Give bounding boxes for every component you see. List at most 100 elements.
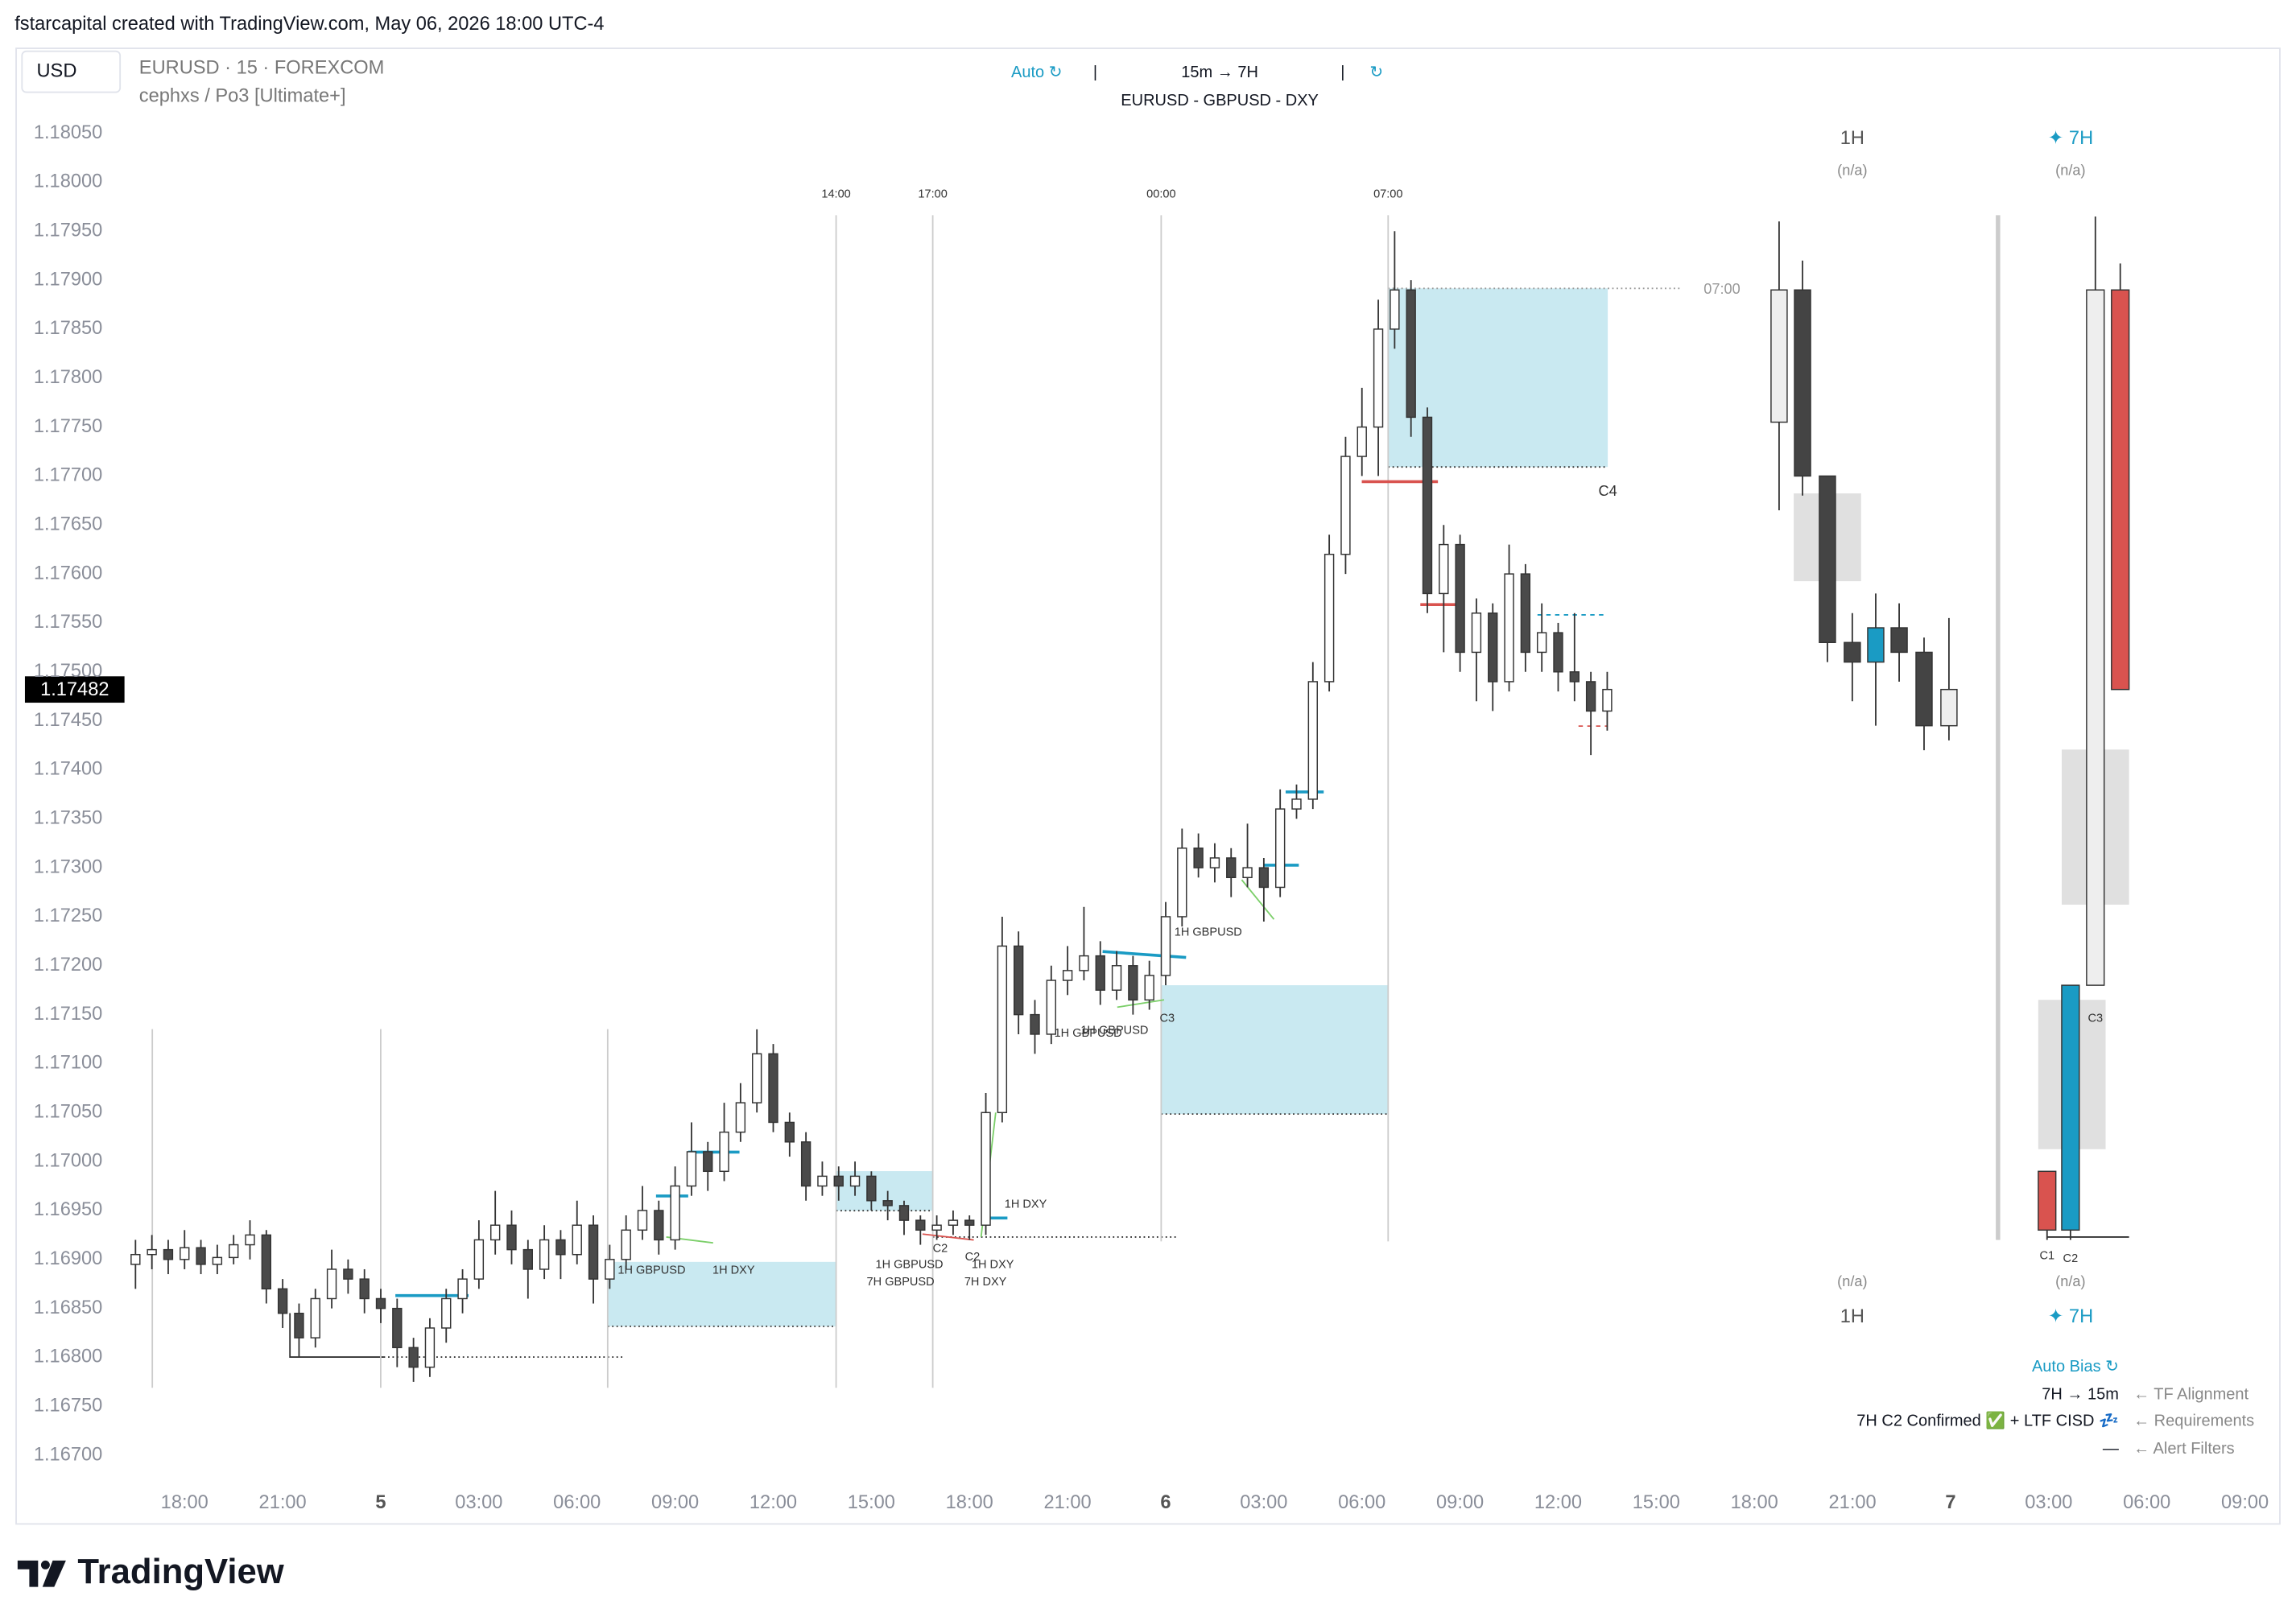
x-tick-label: 12:00 xyxy=(1534,1492,1582,1513)
y-tick-label: 1.17700 xyxy=(34,465,102,486)
candle-body xyxy=(408,1347,419,1368)
alignment: 7H → 15m xyxy=(2042,1386,2119,1404)
candle-body xyxy=(1770,289,1788,423)
candle-body xyxy=(719,1131,729,1173)
currency-box[interactable] xyxy=(21,50,122,93)
candle-body xyxy=(800,1141,811,1187)
candle-body xyxy=(2038,1170,2057,1231)
annotation: 7H DXY xyxy=(964,1276,1007,1289)
x-tick-label: 03:00 xyxy=(2025,1492,2072,1513)
sweep-line xyxy=(1117,999,1165,1008)
candle-body xyxy=(375,1297,386,1310)
separator: | xyxy=(1093,64,1097,81)
x-tick-label: 5 xyxy=(375,1492,386,1513)
candle-body xyxy=(1890,627,1908,654)
level xyxy=(922,1233,974,1241)
zone xyxy=(607,1261,836,1326)
candle-body xyxy=(1504,573,1514,683)
logo-shape xyxy=(42,1560,66,1587)
candle-body xyxy=(1030,1013,1040,1035)
x-tick-label: 09:00 xyxy=(2221,1492,2269,1513)
candle-body xyxy=(572,1224,582,1256)
logo[interactable]: TradingView xyxy=(77,1552,284,1591)
panel-title: ✦ 7H xyxy=(2048,1306,2094,1327)
x-tick-label: 18:00 xyxy=(161,1492,209,1513)
y-tick-label: 1.17100 xyxy=(34,1053,102,1074)
y-tick-label: 1.16800 xyxy=(34,1347,102,1367)
panel-status: (n/a) xyxy=(1837,1273,1867,1289)
annotation: 1H GBPUSD xyxy=(1175,926,1242,938)
symbol[interactable]: EURUSD · 15 · FOREXCOM xyxy=(139,58,385,79)
candle-body xyxy=(915,1219,926,1231)
y-tick-label: 1.17600 xyxy=(34,563,102,584)
panel-status: (n/a) xyxy=(2055,163,2085,179)
y-tick-label: 1.17850 xyxy=(34,318,102,339)
last-price: 1.17482 xyxy=(40,679,109,700)
candle-body xyxy=(2061,984,2080,1231)
x-tick-label: 06:00 xyxy=(1338,1492,1385,1513)
y-tick-label: 1.17050 xyxy=(34,1102,102,1123)
panel-title: 1H xyxy=(1840,1306,1864,1327)
candle-body xyxy=(2086,289,2105,986)
candle-body xyxy=(686,1151,697,1187)
candle-body xyxy=(1013,945,1024,1016)
candle-body xyxy=(261,1234,272,1290)
currency[interactable]: USD xyxy=(37,60,77,81)
candle-body xyxy=(703,1151,713,1173)
candle-body xyxy=(588,1224,599,1280)
candle-body xyxy=(1867,627,1885,663)
candle-body xyxy=(1128,965,1138,1001)
candle-body xyxy=(654,1210,664,1241)
x-tick-label: 09:00 xyxy=(651,1492,699,1513)
x-tick-label: 21:00 xyxy=(1829,1492,1877,1513)
annotation: C1 xyxy=(2039,1249,2054,1262)
candle-body xyxy=(1242,867,1253,879)
x-tick-label: 06:00 xyxy=(553,1492,601,1513)
x-tick-label: 03:00 xyxy=(1240,1492,1287,1513)
x-tick-label: 18:00 xyxy=(1731,1492,1778,1513)
candle-body xyxy=(1488,613,1498,683)
candle-body xyxy=(1819,475,1836,643)
x-tick-label: 15:00 xyxy=(1633,1492,1680,1513)
annotation: C4 xyxy=(1598,483,1617,499)
candle-body xyxy=(1177,848,1187,918)
candle-body xyxy=(1520,573,1531,654)
candle-body xyxy=(1258,867,1270,889)
candle-body xyxy=(1046,980,1056,1035)
candle-body xyxy=(326,1268,337,1300)
panel-status: (n/a) xyxy=(1837,163,1867,179)
x-tick-label: 03:00 xyxy=(455,1492,502,1513)
session-label: 17:00 xyxy=(918,188,947,201)
x-tick-label: 21:00 xyxy=(1044,1492,1092,1513)
candle-body xyxy=(1569,671,1580,683)
annotation: 7H GBPUSD xyxy=(867,1276,935,1289)
candle-body xyxy=(882,1200,893,1206)
y-tick-label: 1.17750 xyxy=(34,416,102,437)
annotation: C2 xyxy=(2063,1252,2079,1265)
candle-body xyxy=(1940,688,1958,727)
candle-body xyxy=(784,1121,795,1143)
filters-note: ← Alert Filters xyxy=(2133,1440,2235,1458)
price-tag xyxy=(24,676,125,703)
candle-body xyxy=(294,1312,304,1338)
indicator[interactable]: cephxs / Po3 [Ultimate+] xyxy=(139,85,346,106)
candle-body xyxy=(180,1247,190,1260)
candle-body xyxy=(1144,975,1154,1001)
y-tick-label: 1.16950 xyxy=(34,1199,102,1220)
panel-status: (n/a) xyxy=(2055,1273,2085,1289)
annotation: 1H GBPUSD xyxy=(875,1258,943,1271)
y-tick-label: 1.17200 xyxy=(34,955,102,975)
x-tick-label: 15:00 xyxy=(848,1492,895,1513)
candle-body xyxy=(1324,554,1335,683)
candle-body xyxy=(457,1278,468,1300)
x-tick-label: 18:00 xyxy=(946,1492,993,1513)
refresh: ↻ xyxy=(1369,64,1383,81)
y-tick-label: 1.17400 xyxy=(34,759,102,780)
candle-body xyxy=(1274,808,1286,889)
candle-body xyxy=(931,1224,942,1231)
candle-body xyxy=(1226,857,1237,879)
candle-body xyxy=(1602,688,1613,712)
annotation: C3 xyxy=(1160,1013,1175,1025)
y-tick-label: 1.16750 xyxy=(34,1396,102,1417)
requirements: 7H C2 Confirmed ✅ + LTF CISD 💤 xyxy=(1856,1410,2119,1429)
